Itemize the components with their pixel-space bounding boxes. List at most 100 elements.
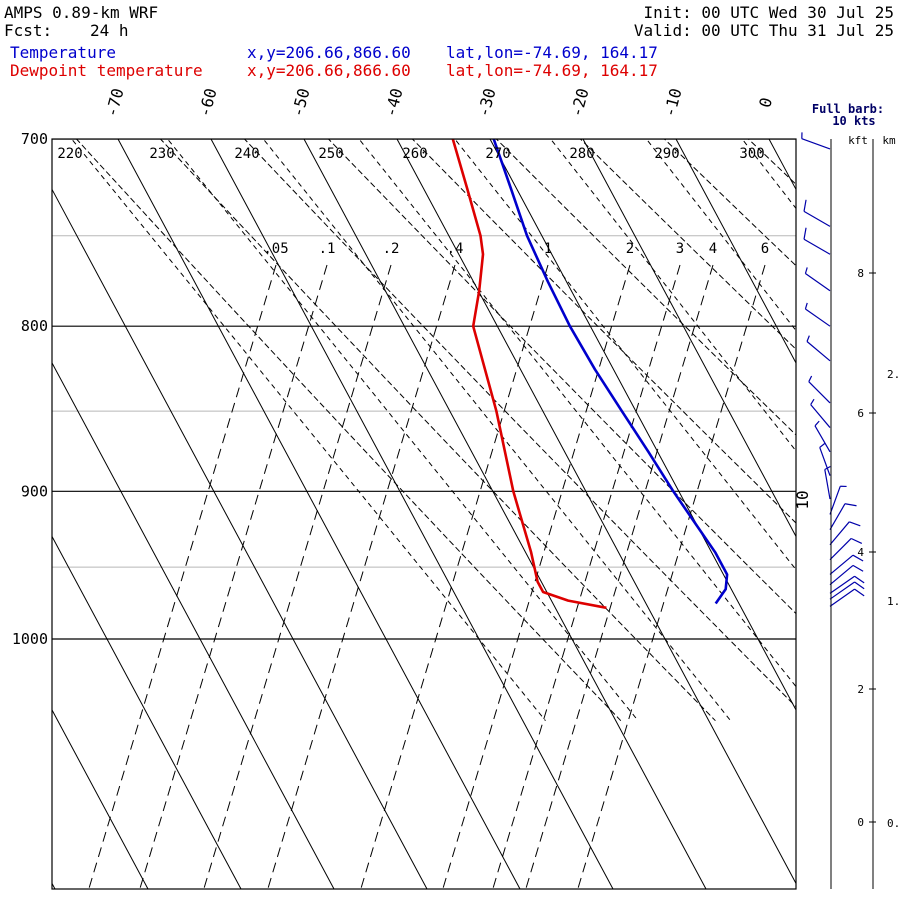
wind-barb-flag (803, 199, 807, 212)
dry-adiabat-240 (243, 139, 796, 708)
dry-adiabat-280 (579, 139, 796, 350)
wind-barb (829, 575, 865, 594)
wind-barb-flag (844, 503, 857, 507)
mixing-ratio-label: 2 (626, 241, 634, 257)
isotherm--40 (396, 139, 796, 885)
wind-barb-shaft (805, 308, 831, 327)
wind-barb-flag (854, 588, 865, 597)
wind-barb-shaft (801, 138, 831, 150)
wind-barb (829, 537, 863, 561)
wind-barb (810, 398, 831, 428)
series-line-temperature (492, 139, 729, 605)
wind-barb-shaft (829, 554, 854, 575)
wind-barb (814, 420, 831, 453)
series-line-dewpoint (451, 139, 607, 610)
wind-barb (829, 581, 865, 600)
isotherm-label: 0 (755, 95, 776, 109)
mixing-ratio-label: 6 (761, 241, 769, 257)
isotherm-label: -40 (381, 86, 407, 119)
wind-barb-shaft (829, 588, 855, 607)
isotherm-label: -50 (288, 86, 314, 119)
wind-barb (819, 443, 831, 476)
moist-adiabat-5 (549, 139, 796, 452)
isotherm-label: -10 (660, 86, 686, 119)
dry-adiabat-label: 230 (149, 146, 174, 162)
wind-barb (829, 554, 864, 575)
kft-tick-label: 4 (857, 546, 864, 559)
forecast-label: Fcst: (4, 21, 53, 40)
wind-barb-shaft (829, 486, 841, 515)
isotherm-label: -30 (474, 86, 500, 119)
dry-adiabat-label: 290 (654, 146, 679, 162)
isotherm--100 (52, 535, 242, 889)
valid-time: Valid: 00 UTC Thu 31 Jul 25 (633, 21, 894, 40)
moist-adiabat-1 (166, 139, 639, 722)
moist-adiabat-3 (358, 139, 796, 688)
wind-barb (829, 564, 864, 586)
kft-tick-label: 8 (857, 267, 864, 280)
wind-barb-shaft (829, 575, 855, 594)
legend-temperature-xy: x,y=206.66,866.60 (247, 43, 411, 62)
isotherm-label: -20 (567, 86, 593, 119)
dry-adiabat-label: 220 (57, 146, 82, 162)
wind-barb-half-flag (819, 443, 826, 448)
isotherm--60 (210, 139, 614, 889)
km-axis-label: km (882, 134, 896, 147)
pressure-tick-label: 900 (21, 482, 48, 500)
wind-barb-half-flag (808, 375, 813, 382)
km-tick-label: 2. (887, 368, 900, 381)
isotherm--120 (52, 882, 56, 889)
dry-adiabat-250 (327, 139, 796, 615)
km-tick-label: 1. (887, 595, 900, 608)
isotherm--10 (675, 139, 796, 364)
wind-barb-shaft (829, 503, 846, 531)
wind-barb-shaft (829, 564, 854, 586)
plot-frame (51, 138, 797, 890)
wind-barb-flag (849, 521, 861, 527)
wind-barb-half-flag (804, 302, 808, 310)
dry-adiabat-270 (495, 139, 796, 436)
background-grid (52, 139, 796, 889)
pressure-tick-label: 700 (21, 130, 48, 148)
dry-adiabat-label: 270 (485, 146, 510, 162)
pressure-tick-label: 1000 (12, 630, 48, 648)
wind-barb (806, 335, 831, 362)
isotherm--110 (52, 708, 149, 889)
wind-barb (803, 227, 831, 255)
wind-barb-shaft (805, 272, 831, 292)
wind-barbs (801, 132, 865, 607)
moist-adiabat-2 (262, 139, 731, 722)
wind-barb (829, 503, 857, 531)
mixing-ratio-line-2 (203, 264, 392, 889)
wind-barb-half-flag (814, 420, 820, 427)
wind-value-label: 10 (793, 490, 812, 509)
wind-barb-flag (854, 575, 865, 584)
wind-barb-shaft (819, 447, 831, 476)
kft-tick-label: 2 (857, 683, 864, 696)
mixing-ratio-line-3 (267, 264, 456, 889)
wind-barb-shaft (824, 469, 831, 500)
wind-barb-flag (852, 564, 864, 572)
wind-barb-half-flag (810, 398, 815, 405)
wind-barb-shaft (803, 210, 831, 227)
isotherm--70 (117, 139, 521, 889)
dry-adiabat-220 (75, 139, 622, 722)
isotherm-label: -70 (102, 86, 128, 119)
mixing-ratio-line-7 (525, 264, 714, 889)
km-tick-label: 0. (887, 817, 900, 830)
wind-barb (804, 267, 831, 292)
wind-barb-shaft (829, 521, 850, 546)
mixing-ratio-label: 1 (544, 241, 552, 257)
moist-adiabat-0 (71, 139, 546, 722)
barb-note-line2: 10 kts (832, 114, 875, 128)
init-time: Init: 00 UTC Wed 30 Jul 25 (643, 3, 894, 22)
wind-barb-half-flag (804, 267, 808, 274)
wind-barb (829, 521, 861, 546)
sounding-profiles (451, 139, 729, 610)
wind-barb-shaft (829, 538, 852, 561)
dry-adiabat-label: 250 (318, 146, 343, 162)
plot-border (51, 138, 797, 890)
legend-temperature-latlon: lat,lon=-74.69, 164.17 (446, 43, 658, 62)
